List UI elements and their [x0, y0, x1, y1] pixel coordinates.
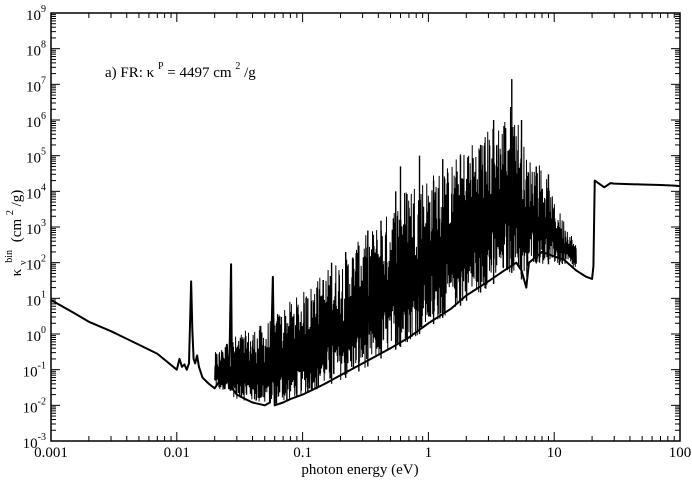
y-tick-base: 10 — [26, 222, 41, 238]
y-axis-title: κ ν bin (cm 2 /g) — [0, 190, 30, 277]
plot-area — [50, 79, 681, 407]
y-tick-exponent: 8 — [41, 40, 46, 51]
y-tick-label: 10-2 — [23, 396, 46, 416]
y-tick-base: 10 — [23, 365, 38, 381]
series-line-forest — [214, 106, 577, 404]
x-tick-label: 0.1 — [293, 445, 312, 461]
y-axis-title-sub: ν — [18, 260, 29, 265]
y-tick-base: 10 — [26, 79, 41, 95]
y-tick-exponent: 4 — [41, 182, 46, 193]
y-tick-label: 101 — [26, 289, 46, 309]
y-axis-title-unit-end: /g) — [9, 190, 25, 207]
annotation-text-mid: = 4497 cm — [167, 65, 232, 81]
x-axis-title: photon energy (eV) — [301, 462, 418, 478]
y-tick-exponent: 1 — [41, 289, 46, 300]
y-tick-exponent: 9 — [41, 4, 46, 15]
y-tick-base: 10 — [26, 329, 41, 345]
y-tick-label: 102 — [26, 254, 46, 274]
y-tick-label: 104 — [26, 182, 46, 202]
axes: 0.001 0.01 0.1 1 10 10010-310-210-11001011021… — [23, 4, 692, 461]
x-tick-label: 10 — [547, 445, 562, 461]
y-tick-exponent: -1 — [38, 361, 46, 372]
annotation-text-post: /g — [244, 65, 256, 81]
x-tick-label: 100 — [669, 445, 692, 461]
y-tick-base: 10 — [26, 115, 41, 131]
y-axis-title-unit: (cm — [9, 219, 25, 243]
y-tick-exponent: -3 — [38, 432, 46, 443]
y-tick-label: 107 — [26, 75, 46, 95]
y-tick-base: 10 — [26, 44, 41, 60]
y-tick-base: 10 — [26, 258, 41, 274]
x-tick-label: 1 — [425, 445, 433, 461]
y-tick-label: 109 — [26, 4, 46, 24]
y-tick-exponent: 6 — [41, 111, 46, 122]
annotation-text-pre: a) FR: κ — [105, 65, 155, 81]
y-tick-label: 10-3 — [23, 432, 46, 452]
series-line — [50, 179, 681, 407]
y-tick-base: 10 — [26, 186, 41, 202]
y-tick-label: 100 — [26, 325, 46, 345]
y-tick-base: 10 — [23, 400, 38, 416]
annotation-sup-2: 2 — [235, 61, 240, 72]
y-axis-title-unit-sup: 2 — [5, 210, 16, 215]
y-tick-base: 10 — [26, 293, 41, 309]
y-tick-label: 10-1 — [23, 361, 46, 381]
y-axis-title-sup: bin — [4, 250, 15, 263]
x-tick-label: 0.001 — [34, 445, 68, 461]
y-tick-exponent: 0 — [41, 325, 46, 336]
y-tick-label: 105 — [26, 147, 46, 167]
annotation-sup-p: P — [158, 61, 164, 72]
y-tick-exponent: 7 — [41, 75, 46, 86]
y-tick-base: 10 — [26, 151, 41, 167]
y-tick-exponent: 2 — [41, 254, 46, 265]
y-tick-exponent: -2 — [38, 396, 46, 407]
y-axis-title-base: κ — [9, 268, 25, 276]
y-tick-label: 103 — [26, 218, 46, 238]
y-tick-exponent: 3 — [41, 218, 46, 229]
y-tick-label: 106 — [26, 111, 46, 131]
y-tick-exponent: 5 — [41, 147, 46, 158]
y-tick-label: 108 — [26, 40, 46, 60]
chart-annotation: a) FR: κ P = 4497 cm 2 /g — [105, 57, 256, 81]
x-tick-label: 0.01 — [164, 445, 190, 461]
y-tick-base: 10 — [26, 8, 41, 24]
y-tick-base: 10 — [23, 436, 38, 452]
